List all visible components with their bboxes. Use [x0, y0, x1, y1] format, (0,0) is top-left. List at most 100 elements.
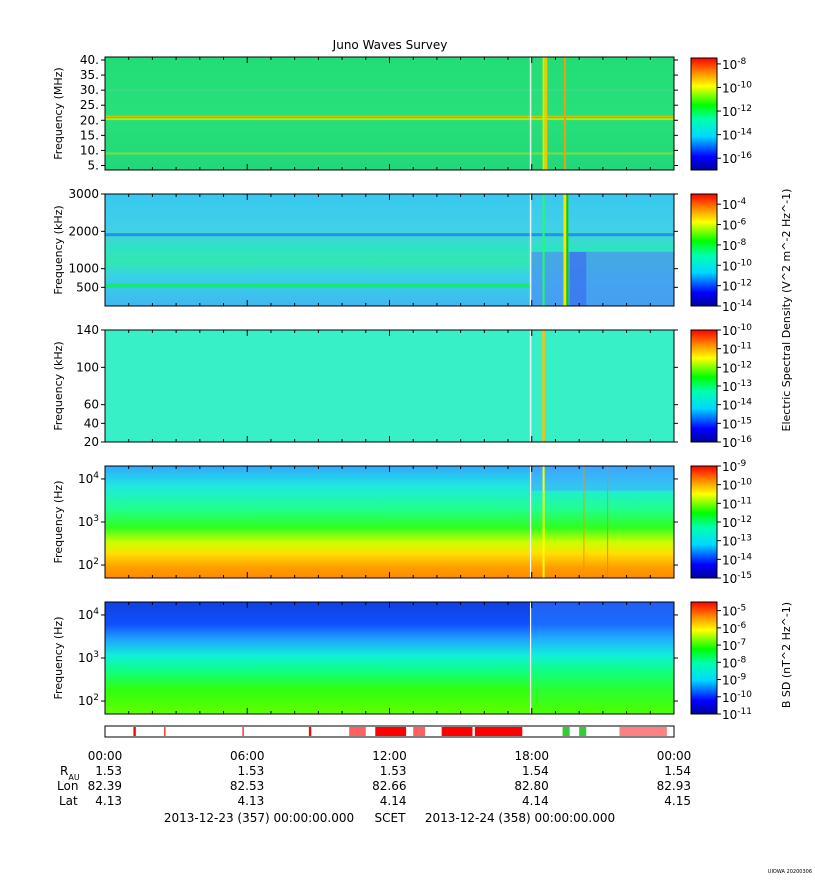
row-label-r-au: RAU: [60, 764, 80, 782]
colorbar-title-electric-text: Electric Spectral Density (V^2 m^-2 Hz^-…: [780, 189, 793, 432]
post-event-region: [530, 251, 674, 306]
colorbar-tick-label-base: 10: [722, 280, 737, 294]
colorbar-tick-label-base: 10: [722, 674, 737, 688]
emission-band: [105, 233, 674, 237]
y-tick-label: 20.: [80, 113, 99, 127]
colorbar-tick-label-base: 10: [722, 708, 737, 722]
colorbar-tick-label: 10-9: [722, 459, 747, 474]
colorbar-title-magnetic-text: B SD (nT^2 Hz^-1): [780, 602, 793, 708]
colorbar: [690, 193, 718, 307]
colorbar-tick-label: 10-9: [722, 673, 747, 688]
colorbar-tick-label-exp: -4: [737, 197, 746, 207]
y-tick-label: 102: [78, 557, 99, 572]
mode-bar-segment: [133, 727, 136, 736]
y-tick-label: 60: [84, 398, 99, 412]
colorbar-tick-label-exp: -14: [737, 398, 752, 408]
y-tick-label-base: 10: [78, 608, 93, 622]
colorbar-tick-label: 10-10: [722, 690, 752, 705]
colorbar-tick-label-base: 10: [722, 639, 737, 653]
y-tick-label-exp: 4: [93, 607, 99, 617]
colorbar-tick-label-exp: -11: [737, 342, 752, 352]
spectrogram-hf-mhz: [105, 57, 674, 170]
colorbar-tick-label-base: 10: [722, 656, 737, 670]
colorbar-tick-label: 10-10: [722, 258, 752, 273]
time-tick-label: 18:00: [514, 749, 549, 763]
ephemeris-value: 82.66: [372, 779, 406, 793]
colorbar-tick-label-exp: -10: [737, 323, 752, 333]
colorbar-tick-label-exp: -12: [737, 515, 752, 525]
colorbar: [690, 465, 718, 579]
y-tick-label-base: 10: [78, 472, 93, 486]
colorbar-tick-label-base: 10: [722, 324, 737, 338]
ephemeris-value: 4.13: [238, 794, 265, 808]
colorbar-tick-label-exp: -12: [737, 279, 752, 289]
colorbar-tick-label-base: 10: [722, 343, 737, 357]
mode-bar-segment: [579, 727, 587, 736]
credit-label: UIOWA 20200306: [768, 869, 812, 875]
colorbar-tick-label: 10-14: [722, 398, 752, 413]
ephemeris-value: 4.13: [95, 794, 122, 808]
mode-bar-segment: [474, 727, 523, 736]
colorbar-tick-label-base: 10: [722, 81, 737, 95]
ephemeris-value: 1.54: [522, 764, 549, 778]
colorbar-tick-label-base: 10: [722, 152, 737, 166]
colorbar-tick-label-base: 10: [722, 105, 737, 119]
colorbar-tick-label: 10-11: [722, 707, 752, 722]
colorbar-tick-label-exp: -10: [737, 690, 752, 700]
chart-title: Juno Waves Survey: [332, 38, 448, 52]
colorbar-title-magnetic: B SD (nT^2 Hz^-1): [780, 602, 793, 708]
colorbar-tick-label: 10-12: [722, 360, 752, 375]
colorbar-title-electric: Electric Spectral Density (V^2 m^-2 Hz^-…: [780, 189, 793, 432]
spectrogram-lf-khz: [105, 330, 674, 442]
colorbar-tick-label: 10-11: [722, 342, 752, 357]
colorbar-tick-label-exp: -9: [737, 459, 746, 469]
ephemeris-value: 82.39: [88, 779, 122, 793]
ephemeris-value: 1.54: [664, 764, 691, 778]
colorbar-tick-label: 10-10: [722, 80, 752, 95]
ephemeris-value: 1.53: [95, 764, 122, 778]
colorbar-tick-label-exp: -14: [737, 128, 752, 138]
post-event-region: [530, 602, 674, 714]
y-tick-label-exp: 3: [93, 650, 99, 660]
colorbar-tick-label-base: 10: [722, 535, 737, 549]
y-tick-label: 20: [84, 435, 99, 449]
colorbar-tick-label-exp: -13: [737, 534, 752, 544]
mode-bar-segment: [164, 727, 166, 736]
emission-band: [105, 115, 674, 118]
row-label-r-au-sub: AU: [68, 773, 79, 782]
colorbar-tick-label-exp: -10: [737, 80, 752, 90]
y-tick-label-base: 10: [78, 515, 93, 529]
colorbar-tick-label: 10-14: [722, 128, 752, 143]
mode-bar-segment: [619, 727, 667, 736]
colorbar-tick-label-base: 10: [722, 605, 737, 619]
colorbar-tick-label-base: 10: [722, 417, 737, 431]
mode-bar-segment: [562, 727, 570, 736]
mode-bar-segment: [242, 727, 244, 736]
mode-bar-segment: [349, 727, 366, 736]
y-tick-label: 500: [76, 280, 99, 294]
colorbar-tick-label: 10-7: [722, 638, 746, 653]
ephemeris-value: 82.80: [514, 779, 548, 793]
y-tick-label: 40: [84, 416, 99, 430]
colorbar-tick-label-exp: -14: [737, 552, 752, 562]
colorbar-tick-label: 10-13: [722, 379, 752, 394]
y-tick-label: 10.: [80, 143, 99, 157]
panel-hf-mhz: 40.35.30.25.20.15.10.5. Frequency (MHz) 10…: [52, 53, 752, 172]
colorbar-tick-label-base: 10: [722, 380, 737, 394]
colorbar-tick-label: 10-8: [722, 655, 747, 670]
y-axis-label: Frequency (Hz): [52, 481, 65, 564]
mode-bar-segment: [308, 727, 312, 736]
colorbar-tick-label-exp: -15: [737, 571, 752, 581]
colorbar-tick-label: 10-12: [722, 515, 752, 530]
colorbar-tick-label: 10-11: [722, 496, 752, 511]
y-tick-label: 15.: [80, 128, 99, 142]
y-tick-label: 104: [78, 471, 99, 486]
y-axis-label: Frequency (MHz): [52, 67, 65, 159]
y-axis-label: Frequency (kHz): [52, 205, 65, 294]
y-tick-label-base: 10: [78, 694, 93, 708]
